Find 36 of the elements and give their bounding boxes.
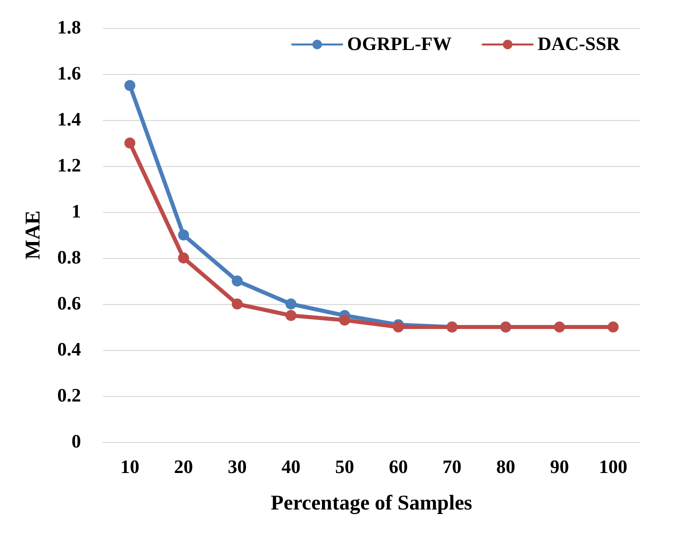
- x-tick-label: 80: [496, 457, 516, 478]
- x-tick-label: 70: [442, 457, 462, 478]
- point: [339, 314, 350, 326]
- x-tick-label: 20: [174, 457, 194, 478]
- y-tick-label: 1.4: [57, 110, 82, 130]
- x-axis-title: Percentage of Samples: [270, 490, 472, 514]
- y-tick-label: 0.8: [57, 248, 81, 268]
- y-tick-label: 1: [72, 202, 81, 222]
- y-tick-label: 0.6: [57, 294, 81, 314]
- y-tick-label: 1.6: [57, 64, 81, 84]
- point: [232, 276, 243, 286]
- y-tick-label: 0: [72, 432, 81, 452]
- y-tick-label: 0.2: [57, 386, 81, 406]
- point: [392, 322, 404, 332]
- y-axis-title: MAE: [20, 210, 44, 260]
- x-tick-label: 40: [281, 457, 300, 478]
- point: [232, 298, 243, 310]
- y-tick-label: 1.2: [57, 156, 81, 176]
- x-tick-label: 10: [120, 457, 140, 478]
- point: [124, 138, 136, 148]
- legend-label: OGRPL-FW: [347, 34, 452, 55]
- point: [554, 322, 565, 332]
- point: [285, 310, 296, 321]
- y-tick-label: 1.8: [57, 18, 81, 38]
- x-tick-label: 30: [228, 457, 247, 478]
- point: [608, 322, 619, 332]
- x-tick-label: 90: [550, 457, 569, 478]
- x-tick-label: 60: [388, 457, 408, 478]
- y-tick-label: 0.4: [57, 340, 82, 360]
- point: [124, 80, 136, 91]
- x-tick-label: 50: [335, 457, 354, 478]
- x-tick-label: 100: [598, 457, 628, 478]
- point: [178, 252, 190, 264]
- point: [178, 230, 190, 240]
- legend-label: DAC-SSR: [538, 34, 620, 55]
- point: [285, 298, 296, 310]
